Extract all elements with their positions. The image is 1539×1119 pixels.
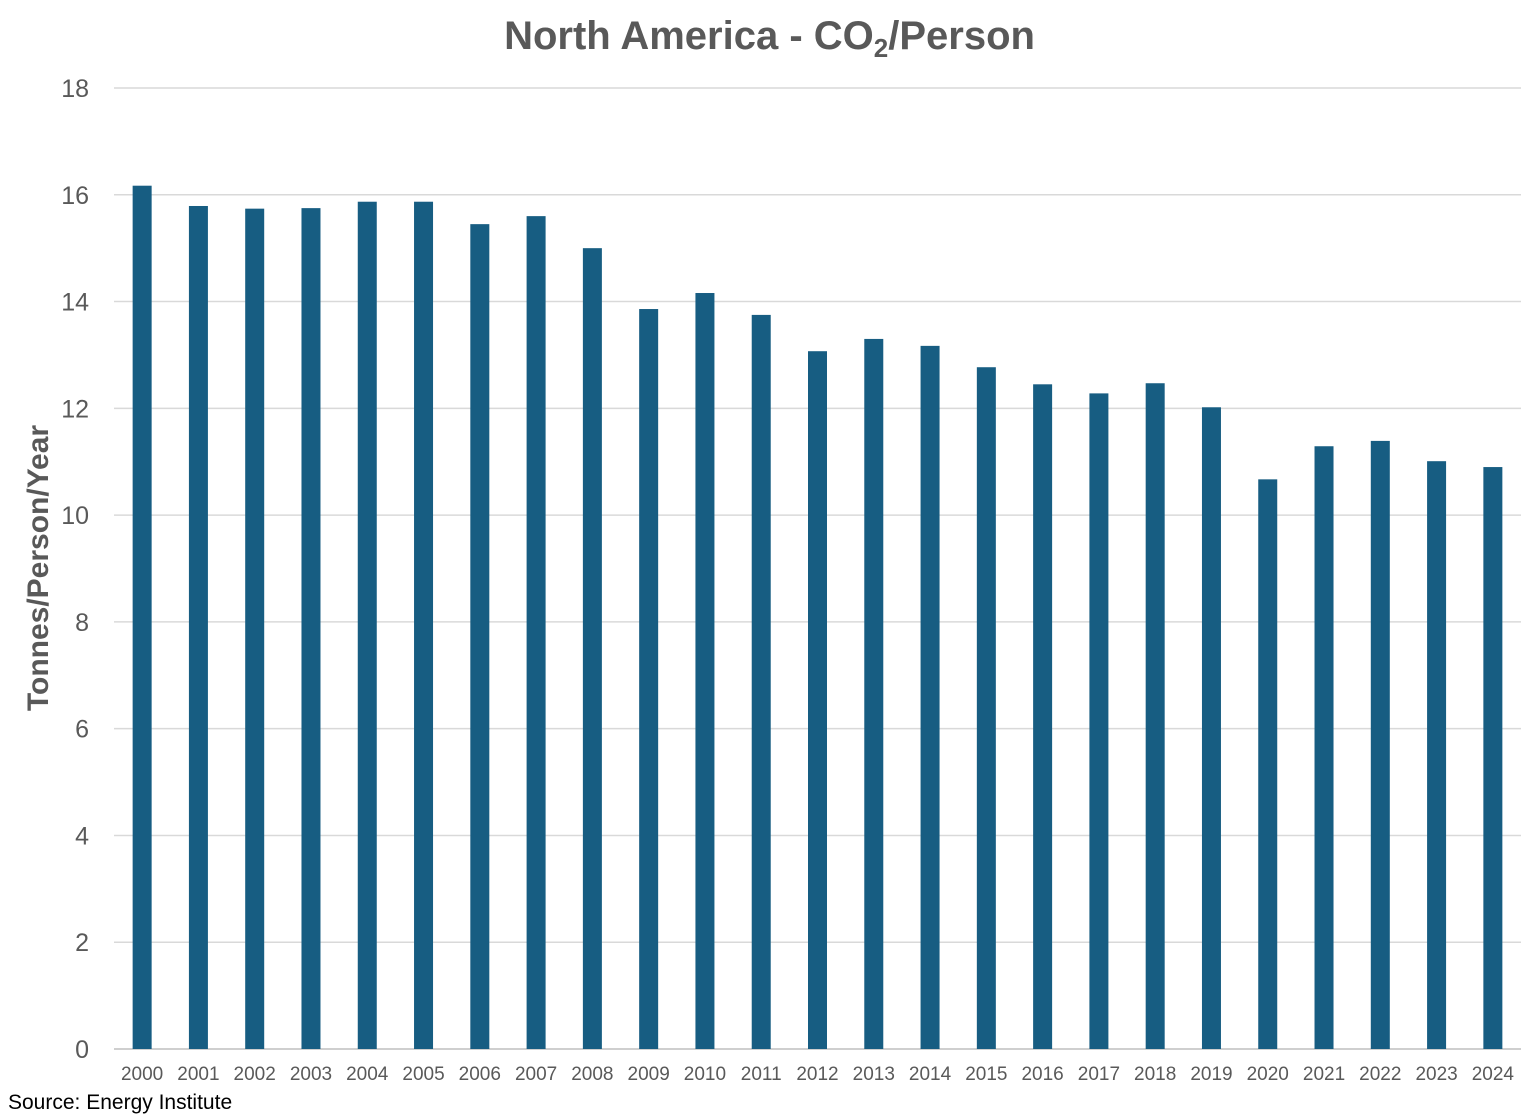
axes: 0 2 4 6 8 10 12 14 16 18 2000 2001 2002 2003 2004 2005 2…	[61, 75, 1514, 1085]
x-tick-label: 2016	[1021, 1064, 1063, 1085]
bar-2013	[864, 338, 884, 1050]
bar-2015	[976, 367, 996, 1049]
x-tick-label: 2010	[684, 1064, 726, 1085]
bar-2003	[301, 208, 321, 1049]
x-tick-label: 2015	[965, 1064, 1007, 1085]
y-tick-label: 10	[61, 502, 89, 530]
x-tick-label: 2006	[459, 1064, 501, 1085]
x-tick-label: 2000	[121, 1064, 163, 1085]
bar-2022	[1370, 440, 1390, 1050]
x-tick-label: 2022	[1359, 1064, 1401, 1085]
x-tick-label: 2014	[909, 1064, 952, 1085]
bar-2004	[357, 201, 377, 1050]
bars	[132, 185, 1503, 1050]
bar-2010	[695, 293, 715, 1050]
y-tick-label: 2	[75, 929, 89, 957]
chart-title-main: North America - CO	[504, 14, 874, 58]
y-tick-label: 12	[61, 395, 89, 423]
x-tick-label: 2003	[290, 1064, 332, 1085]
bar-2011	[751, 314, 771, 1049]
bar-2006	[470, 224, 490, 1049]
bar-2018	[1145, 383, 1165, 1049]
chart-title: North America - CO2/Person	[0, 12, 1539, 63]
x-tick-label: 2024	[1472, 1064, 1515, 1085]
bar-2000	[132, 185, 152, 1049]
x-tick-label: 2023	[1415, 1064, 1457, 1085]
bar-2007	[526, 216, 546, 1050]
bar-2014	[920, 345, 940, 1049]
bar-2009	[639, 309, 659, 1049]
bar-2024	[1483, 467, 1503, 1049]
x-tick-label: 2007	[515, 1064, 557, 1085]
x-tick-label: 2021	[1303, 1064, 1345, 1085]
bar-2008	[582, 248, 602, 1049]
bar-2002	[245, 208, 265, 1050]
y-tick-label: 14	[61, 289, 89, 317]
chart-title-suffix: /Person	[888, 14, 1035, 58]
bar-2001	[188, 205, 208, 1049]
bar-2005	[414, 201, 434, 1050]
bar-2017	[1089, 393, 1109, 1050]
bar-2020	[1258, 479, 1278, 1049]
x-tick-label: 2009	[628, 1064, 670, 1085]
x-tick-label: 2012	[796, 1064, 838, 1085]
x-tick-label: 2002	[234, 1064, 276, 1085]
x-tick-label: 2004	[346, 1064, 389, 1085]
x-tick-label: 2013	[853, 1064, 895, 1085]
y-tick-label: 18	[61, 75, 89, 103]
y-tick-label: 6	[75, 716, 89, 744]
x-tick-label: 2018	[1134, 1064, 1176, 1085]
bar-2023	[1427, 461, 1447, 1049]
chart-title-subscript: 2	[873, 33, 889, 63]
source-note: Source: Energy Institute	[8, 1091, 233, 1114]
x-tick-label: 2008	[571, 1064, 613, 1085]
bar-2021	[1314, 446, 1334, 1049]
bar-2019	[1201, 407, 1221, 1049]
x-tick-label: 2019	[1190, 1064, 1232, 1085]
y-tick-label: 4	[75, 822, 89, 850]
bar-2012	[808, 351, 827, 1049]
x-tick-label: 2011	[741, 1064, 782, 1085]
y-tick-label: 0	[75, 1036, 89, 1064]
x-tick-label: 2020	[1247, 1064, 1289, 1085]
y-tick-label: 8	[75, 609, 89, 637]
bar-2016	[1033, 384, 1053, 1049]
y-tick-label: 16	[61, 182, 89, 210]
y-axis-label: Tonnes/Person/Year	[22, 425, 55, 712]
x-tick-label: 2017	[1078, 1064, 1120, 1085]
x-tick-label: 2005	[402, 1064, 444, 1085]
x-tick-label: 2001	[177, 1064, 219, 1085]
